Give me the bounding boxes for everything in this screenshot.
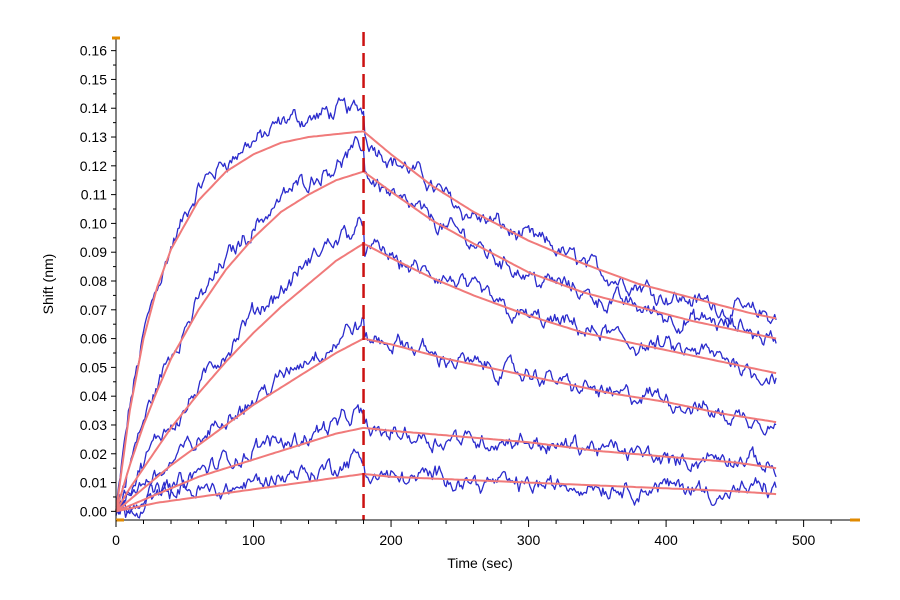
y-tick-label: 0.03 (80, 417, 107, 433)
x-tick-label: 400 (654, 532, 678, 548)
x-tick-label: 0 (112, 532, 120, 548)
y-tick-label: 0.02 (80, 446, 107, 462)
fit-curve-1 (115, 130, 777, 512)
y-tick-label: 0.05 (80, 359, 107, 375)
y-tick-label: 0.15 (80, 71, 107, 87)
y-tick-label: 0.12 (80, 158, 107, 174)
x-axis-label: Time (sec) (447, 555, 513, 571)
data-trace-1 (115, 97, 777, 511)
y-tick-label: 0.11 (81, 187, 107, 203)
fit-curve-6 (115, 472, 777, 513)
fit-curve-4 (115, 337, 777, 513)
x-tick-label: 300 (517, 532, 541, 548)
y-tick-label: 0.06 (80, 331, 107, 347)
y-tick-label: 0.13 (80, 129, 107, 145)
fit-curve-2 (115, 170, 777, 512)
y-tick-label: 0.16 (80, 43, 107, 59)
data-trace-4 (115, 317, 777, 517)
y-tick-label: 0.09 (80, 244, 107, 260)
y-axis-label: Shift (nm) (40, 254, 56, 315)
axes: 0.00 0.01 0.02 0.03 0.04 0.05 0.06 0.07 0.08 0.09… (80, 36, 860, 548)
fit-curves (115, 130, 777, 513)
x-tick-label: 100 (242, 532, 266, 548)
y-tick-label: 0.08 (80, 273, 107, 289)
y-tick-label: 0.01 (80, 475, 107, 491)
fit-curve-3 (115, 242, 777, 512)
x-tick-label: 500 (792, 532, 816, 548)
data-trace-3 (115, 216, 777, 515)
data-traces (115, 97, 777, 519)
x-tick-label: 200 (379, 532, 403, 548)
data-trace-2 (115, 135, 777, 510)
fit-curve-5 (115, 426, 777, 513)
y-tick-label: 0.00 (80, 503, 107, 519)
data-trace-6 (115, 448, 777, 519)
y-tick-label: 0.14 (80, 100, 107, 116)
y-tick-label: 0.04 (80, 388, 107, 404)
y-tick-label: 0.07 (80, 302, 107, 318)
y-tick-label: 0.10 (80, 215, 107, 231)
